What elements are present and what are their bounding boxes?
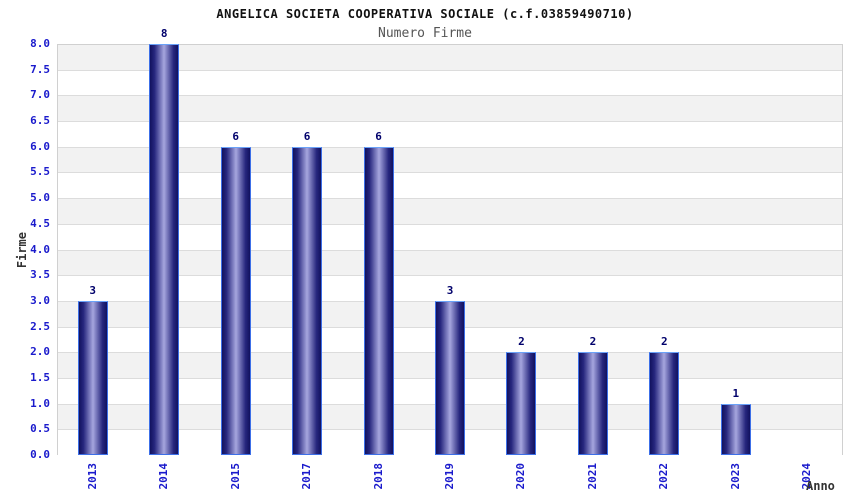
- y-tick-label: 7.5: [30, 62, 50, 76]
- x-tick-label: 2022: [657, 463, 671, 490]
- y-tick-label: 0.5: [30, 422, 50, 436]
- x-tick-label: 2023: [728, 463, 742, 490]
- x-tick-label: 2020: [514, 463, 528, 490]
- bar-value-label: 2: [518, 335, 525, 349]
- chart-subtitle: Numero Firme: [378, 26, 472, 41]
- bar-2018: [363, 146, 394, 455]
- bar-value-label: 6: [303, 129, 311, 143]
- bar-value-label: 6: [232, 129, 239, 143]
- y-tick-label: 8.0: [30, 37, 50, 50]
- y-tick-label: 4.5: [30, 216, 50, 230]
- y-tick-label: 1.0: [30, 396, 50, 410]
- x-tick-label: 2017: [300, 463, 314, 490]
- plot-band: [58, 96, 842, 123]
- plot-band: [58, 250, 842, 277]
- bar-value-label: 8: [160, 27, 168, 40]
- bar-2022: [649, 352, 680, 455]
- y-axis-title: Firme: [15, 232, 29, 269]
- y-tick-label: 4.0: [30, 242, 50, 256]
- y-tick-label: 7.0: [30, 88, 50, 102]
- y-tick-label: 6.0: [30, 139, 50, 153]
- plot-band: [58, 122, 842, 148]
- x-tick-label: 2015: [228, 463, 242, 490]
- plot-band: [58, 199, 842, 225]
- bar-value-label: 3: [89, 283, 97, 297]
- y-tick-label: 2.5: [30, 319, 50, 333]
- bar-2015: [220, 146, 251, 455]
- bar-2013: [77, 300, 108, 455]
- y-tick-label: 5.0: [30, 191, 50, 205]
- x-tick-label: 2021: [585, 463, 599, 490]
- x-tick-label: 2014: [157, 463, 171, 490]
- bar-value-label: 1: [732, 386, 740, 400]
- bar-value-label: 2: [589, 335, 597, 349]
- plot-band: [58, 147, 842, 174]
- bar-value-label: 3: [446, 283, 454, 297]
- bar-value-label: 6: [375, 129, 382, 143]
- bar-2020: [506, 352, 537, 455]
- x-tick-label: 2013: [85, 463, 99, 490]
- y-tick-label: 0.0: [30, 448, 50, 461]
- bar-2023: [720, 403, 751, 455]
- plot-band: [58, 224, 842, 251]
- chart-title: ANGELICA SOCIETA COOPERATIVA SOCIALE (c.…: [216, 7, 634, 21]
- x-tick-label: 2018: [371, 463, 385, 490]
- y-tick-label: 3.5: [30, 268, 50, 282]
- plot-band: [58, 45, 842, 71]
- x-tick-label: 2019: [443, 463, 456, 490]
- plot-band: [58, 70, 842, 97]
- x-axis-title: Anno: [806, 479, 835, 493]
- y-tick-label: 6.5: [30, 114, 50, 128]
- y-tick-label: 1.5: [30, 370, 50, 384]
- plot-band: [58, 173, 842, 200]
- y-tick-label: 2.0: [30, 345, 50, 359]
- bar-2019: [435, 300, 465, 455]
- bar-value-label: 2: [661, 335, 668, 349]
- bar-2017: [292, 146, 323, 455]
- y-tick-label: 3.0: [30, 293, 50, 307]
- bar-2014: [149, 44, 180, 455]
- bar-2021: [577, 352, 608, 455]
- y-tick-label: 5.5: [30, 165, 50, 179]
